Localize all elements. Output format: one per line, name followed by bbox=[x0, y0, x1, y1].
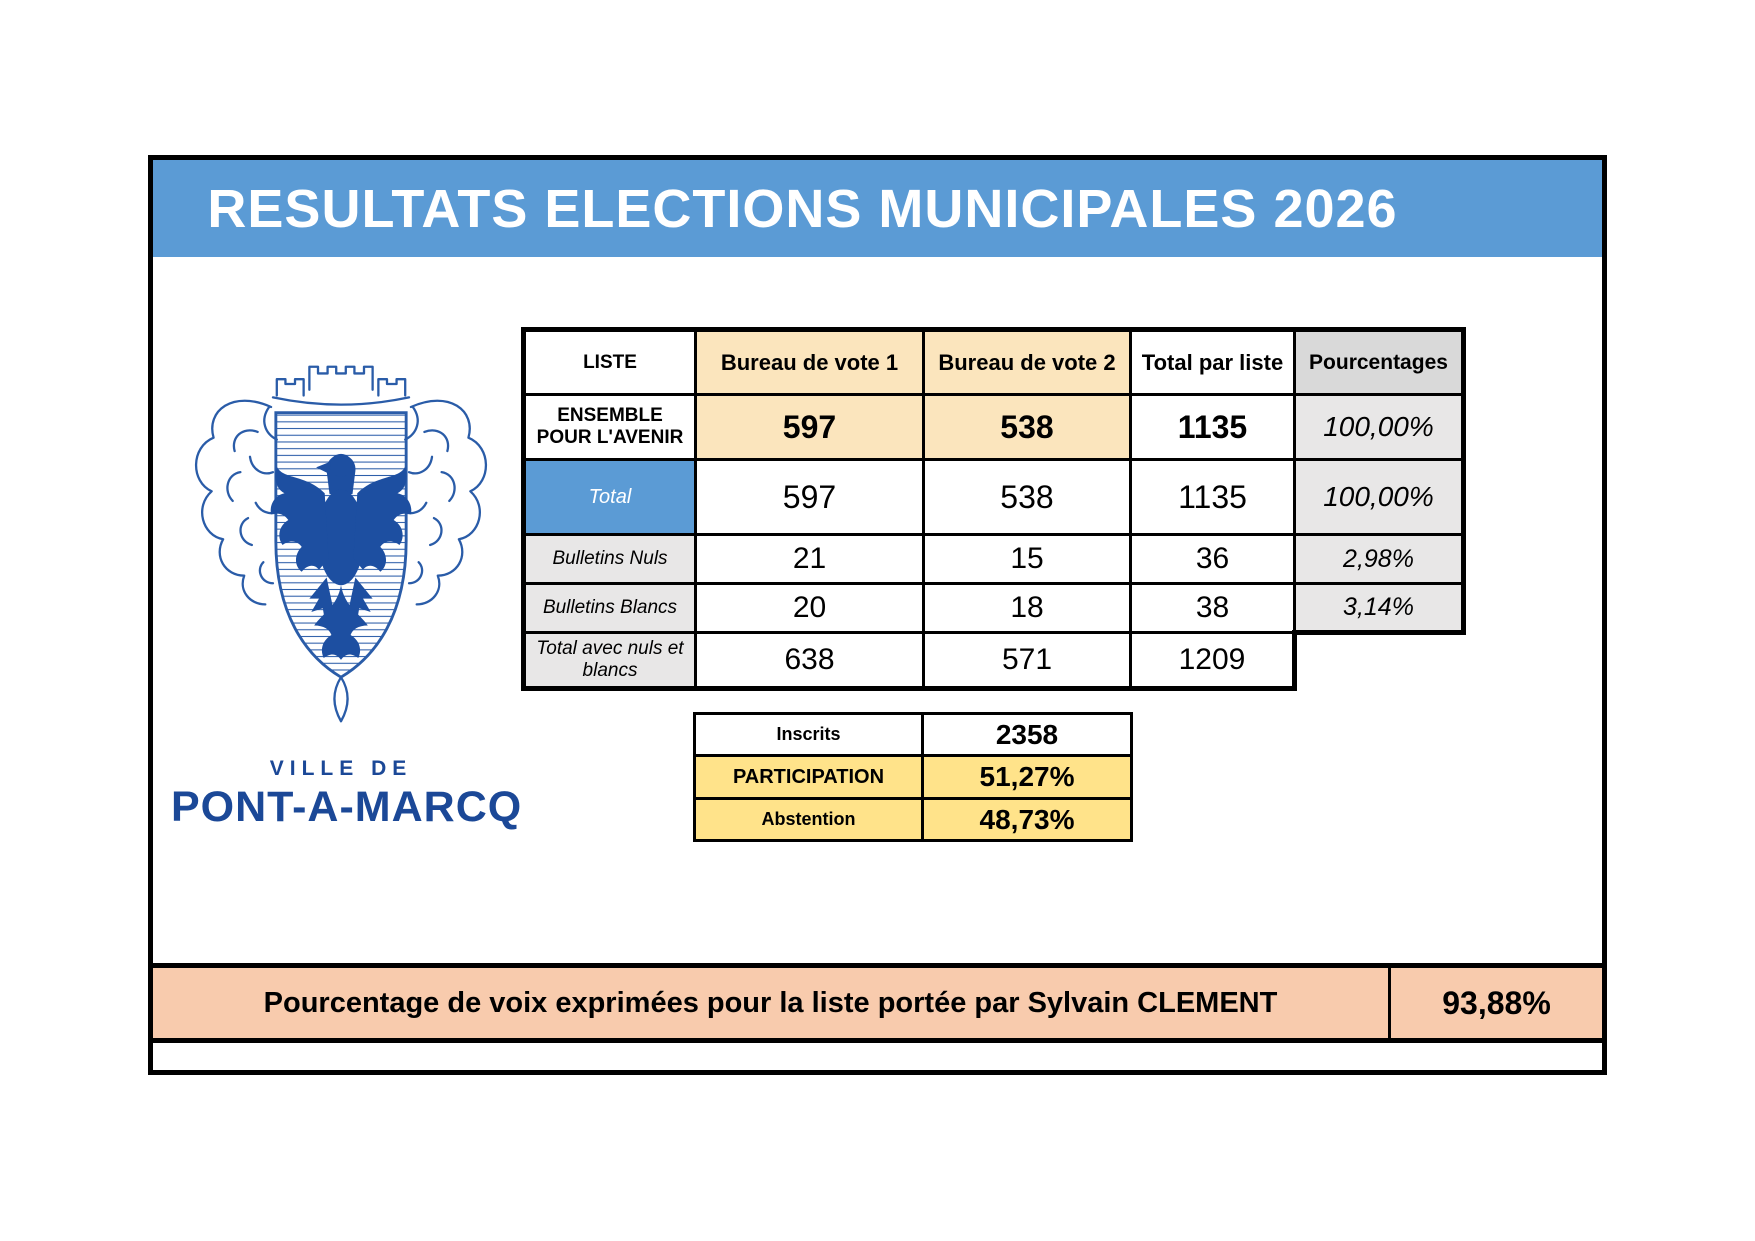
banner-text: Pourcentage de voix exprimées pour la li… bbox=[263, 986, 1278, 1019]
crest-area: VILLE DE PONT-A-MARCQ bbox=[171, 338, 523, 832]
row-inscrits: Inscrits 2358 bbox=[693, 712, 1133, 757]
results-row-total-nuls-blancs: Total avec nuls et blancs 638 571 1209 bbox=[521, 631, 1464, 691]
cell-bv2: 15 bbox=[922, 533, 1132, 585]
row-label: Total bbox=[521, 458, 697, 536]
participation-label: PARTICIPATION bbox=[693, 754, 924, 800]
cell-pct: 100,00% bbox=[1293, 458, 1466, 536]
city-crest-icon bbox=[194, 365, 488, 723]
row-participation: PARTICIPATION 51,27% bbox=[693, 754, 1133, 800]
row-label: Bulletins Nuls bbox=[521, 533, 697, 585]
cell-total: 1209 bbox=[1129, 631, 1297, 691]
cell-bv1: 20 bbox=[694, 582, 925, 634]
cell-bv1: 21 bbox=[694, 533, 925, 585]
results-row-liste: ENSEMBLE POUR L'AVENIR 597 538 1135 100,… bbox=[521, 393, 1466, 461]
row-label: ENSEMBLE POUR L'AVENIR bbox=[521, 393, 697, 461]
cell-bv2: 538 bbox=[922, 458, 1132, 536]
results-header-row: LISTE Bureau de vote 1 Bureau de vote 2 … bbox=[521, 327, 1466, 396]
cell-bv2: 538 bbox=[922, 393, 1132, 461]
inscrits-value: 2358 bbox=[921, 712, 1133, 757]
cell-total: 38 bbox=[1129, 582, 1296, 634]
cell-pct: 3,14% bbox=[1293, 582, 1466, 635]
cell-total: 1135 bbox=[1129, 458, 1296, 536]
cell-total: 1135 bbox=[1129, 393, 1296, 461]
results-table: LISTE Bureau de vote 1 Bureau de vote 2 … bbox=[521, 327, 1466, 691]
results-row-blancs: Bulletins Blancs 20 18 38 3,14% bbox=[521, 582, 1466, 635]
col-header-pourcentages: Pourcentages bbox=[1293, 327, 1466, 396]
eagle-icon bbox=[270, 453, 412, 660]
title-banner: RESULTATS ELECTIONS MUNICIPALES 2026 bbox=[153, 160, 1602, 257]
cell-total: 36 bbox=[1129, 533, 1296, 585]
inscrits-label: Inscrits bbox=[693, 712, 924, 757]
col-header-bureau2: Bureau de vote 2 bbox=[922, 327, 1132, 396]
logo-line2: PONT-A-MARCQ bbox=[171, 783, 523, 831]
cell-pct: 100,00% bbox=[1293, 393, 1466, 461]
document-frame: RESULTATS ELECTIONS MUNICIPALES 2026 bbox=[148, 155, 1607, 1075]
results-row-total: Total 597 538 1135 100,00% bbox=[521, 458, 1466, 536]
row-abstention: Abstention 48,73% bbox=[693, 797, 1133, 842]
cell-bv1: 597 bbox=[694, 458, 925, 536]
page-title: RESULTATS ELECTIONS MUNICIPALES 2026 bbox=[207, 178, 1398, 239]
cell-pct-empty bbox=[1294, 632, 1464, 689]
row-label: Bulletins Blancs bbox=[521, 582, 697, 634]
cell-bv2: 18 bbox=[922, 582, 1132, 634]
col-header-bureau1: Bureau de vote 1 bbox=[694, 327, 925, 396]
col-header-liste: LISTE bbox=[521, 327, 697, 396]
results-row-nuls: Bulletins Nuls 21 15 36 2,98% bbox=[521, 533, 1466, 585]
cell-bv1: 638 bbox=[694, 631, 925, 691]
cell-pct: 2,98% bbox=[1293, 533, 1466, 585]
abstention-value: 48,73% bbox=[921, 797, 1133, 842]
banner-value: 93,88% bbox=[1388, 968, 1602, 1038]
participation-table: Inscrits 2358 PARTICIPATION 51,27% Abste… bbox=[693, 712, 1133, 842]
cell-bv2: 571 bbox=[922, 631, 1132, 691]
cell-bv1: 597 bbox=[694, 393, 925, 461]
result-banner: Pourcentage de voix exprimées pour la li… bbox=[153, 963, 1602, 1043]
col-header-total: Total par liste bbox=[1129, 327, 1296, 396]
abstention-label: Abstention bbox=[693, 797, 924, 842]
row-label: Total avec nuls et blancs bbox=[521, 631, 697, 691]
participation-value: 51,27% bbox=[921, 754, 1133, 800]
logo-line1: VILLE DE bbox=[269, 757, 413, 780]
